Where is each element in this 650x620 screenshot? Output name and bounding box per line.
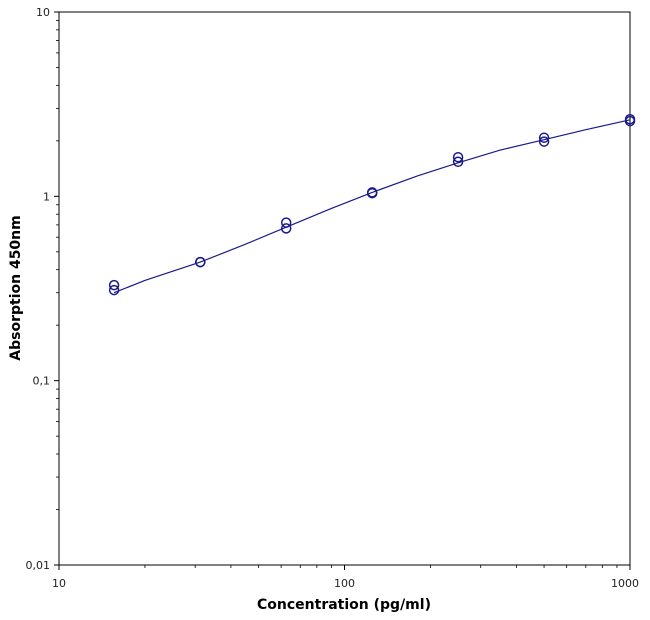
data-points — [108, 113, 636, 296]
fit-curve-line — [113, 119, 631, 294]
x-axis-ticks: 10 100 1000 — [52, 565, 639, 590]
data-point — [108, 284, 120, 296]
data-point — [452, 156, 464, 168]
y-axis-ticks: 0,01 0,1 1 10 — [26, 6, 59, 572]
data-point — [538, 136, 550, 147]
y-axis-title: Absorption 450nm — [8, 215, 24, 360]
plot-frame — [58, 11, 631, 566]
y-tick-label: 1 — [43, 190, 50, 203]
data-point — [280, 223, 292, 234]
x-tick-label: 10 — [52, 577, 66, 590]
data-point — [366, 187, 378, 199]
data-point — [195, 256, 206, 268]
y-tick-label: 0,1 — [33, 375, 51, 388]
x-axis-title: Concentration (pg/ml) — [257, 597, 431, 613]
data-point — [452, 151, 464, 163]
x-tick-label: 100 — [334, 577, 355, 590]
data-point — [624, 115, 636, 127]
data-point — [538, 132, 550, 143]
y-tick-label: 0,01 — [26, 559, 51, 572]
y-tick-label: 10 — [36, 6, 50, 19]
data-point — [108, 279, 120, 291]
data-point — [280, 217, 292, 228]
x-tick-label: 1000 — [611, 577, 639, 590]
